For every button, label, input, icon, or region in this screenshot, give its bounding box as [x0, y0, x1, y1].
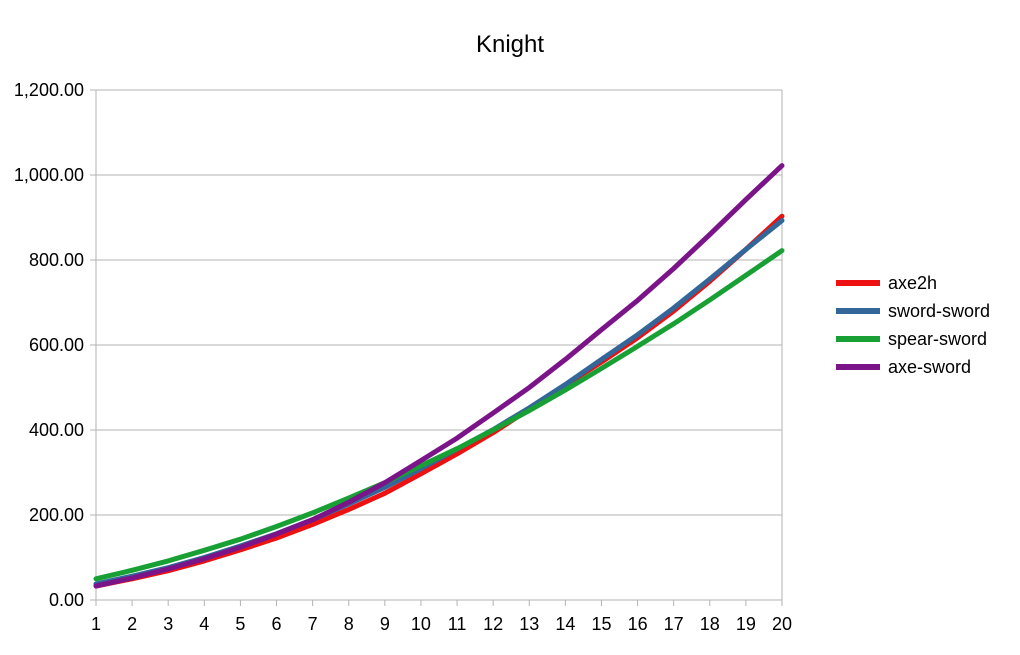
x-tick-label: 9: [380, 614, 390, 634]
x-tick-label: 13: [519, 614, 539, 634]
x-tick-label: 7: [308, 614, 318, 634]
grid-lines: [95, 89, 783, 601]
series-lines: [93, 163, 785, 589]
x-tick-label: 16: [628, 614, 648, 634]
x-tick-label: 15: [591, 614, 611, 634]
x-tick-label: 14: [555, 614, 575, 634]
x-tick-label: 4: [199, 614, 209, 634]
x-tick-label: 2: [127, 614, 137, 634]
y-tick-label: 1,000.00: [14, 165, 84, 185]
x-tick-label: 8: [344, 614, 354, 634]
x-tick-label: 5: [235, 614, 245, 634]
x-tick-label: 6: [272, 614, 282, 634]
chart-title: Knight: [476, 31, 544, 58]
x-tick-label: 10: [411, 614, 431, 634]
y-tick-label: 0.00: [49, 590, 84, 610]
x-tick-label: 12: [483, 614, 503, 634]
legend-label-spear-sword: spear-sword: [888, 329, 987, 349]
y-tick-label: 200.00: [29, 505, 84, 525]
series-line-axe2h: [93, 213, 785, 589]
series-line-spear-sword: [93, 248, 785, 582]
legend-label-sword-sword: sword-sword: [888, 301, 990, 321]
y-tick-label: 400.00: [29, 420, 84, 440]
x-tick-label: 19: [736, 614, 756, 634]
x-tick-label: 1: [91, 614, 101, 634]
y-axis: 0.00 200.00 400.00 600.00 800.00 1,000.00 1,20…: [14, 80, 96, 610]
x-tick-label: 11: [448, 614, 467, 634]
series-line-sword-sword: [93, 218, 785, 587]
legend-label-axe2h: axe2h: [888, 273, 937, 293]
x-tick-label: 20: [772, 614, 792, 634]
x-tick-label: 3: [163, 614, 173, 634]
y-tick-label: 800.00: [29, 250, 84, 270]
x-tick-label: 18: [700, 614, 720, 634]
legend: axe2h sword-sword spear-sword axe-sword: [836, 273, 990, 377]
x-axis: 1 2 3 4 5 6 7 8 9 10 11 12 13 14 15 16 17 18 19 20: [91, 600, 792, 634]
y-tick-label: 600.00: [29, 335, 84, 355]
x-tick-label: 17: [664, 614, 684, 634]
series-line-axe-sword: [93, 163, 785, 589]
legend-label-axe-sword: axe-sword: [888, 357, 971, 377]
y-tick-label: 1,200.00: [14, 80, 84, 100]
